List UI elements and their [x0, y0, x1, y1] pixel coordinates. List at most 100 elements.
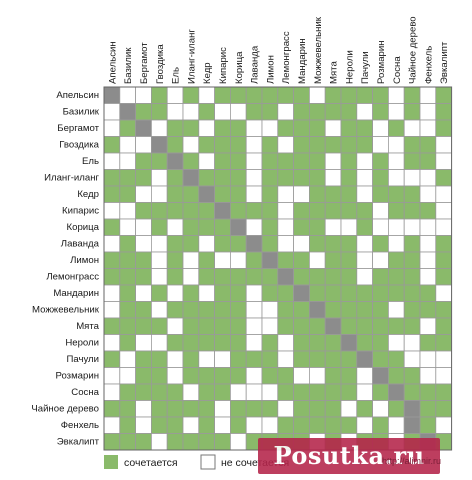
matrix-cell-not-compatible — [277, 218, 294, 236]
matrix-cell-compatible — [403, 284, 421, 302]
matrix-cell-compatible — [150, 86, 168, 104]
matrix-cell-self — [293, 284, 310, 302]
matrix-cell-compatible — [182, 152, 200, 170]
matrix-cell-compatible — [387, 317, 405, 335]
matrix-cell-not-compatible — [103, 334, 121, 352]
matrix-cell-not-compatible — [198, 284, 216, 302]
matrix-cell-not-compatible — [119, 152, 137, 170]
matrix-cell-not-compatible — [245, 185, 263, 203]
matrix-cell-compatible — [119, 301, 137, 319]
matrix-cell-compatible — [150, 317, 168, 335]
matrix-cell-compatible — [308, 119, 326, 137]
matrix-cell-compatible — [119, 119, 137, 137]
matrix-cell-compatible — [308, 169, 326, 187]
matrix-cell-compatible — [435, 301, 452, 319]
matrix-cell-not-compatible — [387, 86, 405, 104]
matrix-cell-compatible — [150, 367, 168, 385]
matrix-cell-compatible — [293, 301, 310, 319]
matrix-cell-compatible — [245, 103, 263, 121]
matrix-cell-self — [277, 268, 294, 286]
matrix-cell-compatible — [150, 103, 168, 121]
matrix-cell-compatible — [150, 218, 168, 236]
matrix-cell-not-compatible — [245, 218, 263, 236]
matrix-cell-compatible — [229, 317, 247, 335]
row-label: Нероли — [65, 338, 99, 349]
matrix-cell-compatible — [103, 433, 121, 451]
matrix-cell-compatible — [229, 301, 247, 319]
matrix-cell-compatible — [419, 152, 437, 170]
matrix-cell-not-compatible — [419, 268, 437, 286]
matrix-cell-compatible — [340, 251, 358, 269]
matrix-cell-compatible — [103, 136, 121, 154]
matrix-cell-compatible — [229, 350, 247, 368]
matrix-cell-not-compatible — [103, 367, 121, 385]
column-label: Кедр — [202, 62, 213, 84]
matrix-cell-not-compatible — [214, 416, 231, 434]
matrix-cell-not-compatible — [372, 119, 389, 137]
matrix-cell-compatible — [245, 86, 263, 104]
matrix-cell-compatible — [119, 433, 137, 451]
matrix-cell-self — [261, 251, 279, 269]
matrix-cell-not-compatible — [261, 383, 279, 401]
matrix-cell-compatible — [293, 86, 310, 104]
matrix-cell-not-compatible — [435, 416, 452, 434]
matrix-cell-not-compatible — [166, 218, 184, 236]
matrix-cell-not-compatible — [198, 86, 216, 104]
matrix-cell-compatible — [261, 284, 279, 302]
matrix-cell-not-compatible — [435, 152, 452, 170]
matrix-cell-not-compatible — [403, 218, 421, 236]
matrix-cell-compatible — [229, 152, 247, 170]
matrix-cell-compatible — [229, 119, 247, 137]
matrix-cell-not-compatible — [103, 119, 121, 137]
matrix-cell-compatible — [103, 400, 121, 418]
matrix-cell-compatible — [403, 185, 421, 203]
matrix-cell-not-compatible — [308, 251, 326, 269]
matrix-cell-compatible — [214, 301, 231, 319]
matrix-cell-not-compatible — [387, 152, 405, 170]
matrix-cell-compatible — [214, 334, 231, 352]
matrix-cell-not-compatible — [324, 169, 342, 187]
matrix-cell-not-compatible — [119, 218, 137, 236]
matrix-cell-not-compatible — [372, 400, 389, 418]
matrix-cell-compatible — [372, 416, 389, 434]
matrix-cell-not-compatible — [387, 169, 405, 187]
matrix-cell-not-compatible — [372, 136, 389, 154]
matrix-cell-compatible — [245, 268, 263, 286]
matrix-cell-not-compatible — [245, 301, 263, 319]
matrix-cell-not-compatible — [198, 350, 216, 368]
matrix-cell-compatible — [340, 268, 358, 286]
matrix-cell-not-compatible — [403, 119, 421, 137]
matrix-cell-compatible — [356, 218, 373, 236]
matrix-cell-compatible — [166, 251, 184, 269]
matrix-cell-compatible — [340, 383, 358, 401]
matrix-cell-compatible — [277, 284, 294, 302]
column-label: Базилик — [123, 47, 134, 84]
matrix-cell-compatible — [308, 416, 326, 434]
matrix-cell-not-compatible — [435, 367, 452, 385]
matrix-cell-not-compatible — [182, 251, 200, 269]
matrix-cell-compatible — [166, 433, 184, 451]
matrix-cell-not-compatible — [214, 400, 231, 418]
legend-compatible-swatch — [104, 455, 118, 469]
matrix-cell-not-compatible — [229, 433, 247, 451]
matrix-cell-compatible — [261, 235, 279, 253]
matrix-cell-compatible — [119, 235, 137, 253]
matrix-cell-not-compatible — [419, 367, 437, 385]
matrix-cell-compatible — [119, 317, 137, 335]
matrix-cell-not-compatible — [182, 136, 200, 154]
matrix-cell-not-compatible — [150, 334, 168, 352]
matrix-cell-compatible — [182, 218, 200, 236]
matrix-cell-compatible — [261, 152, 279, 170]
row-label: Ель — [82, 156, 99, 167]
matrix-cell-not-compatible — [119, 86, 137, 104]
matrix-cell-not-compatible — [419, 317, 437, 335]
matrix-cell-not-compatible — [435, 284, 452, 302]
matrix-cell-self — [403, 400, 421, 418]
matrix-cell-compatible — [403, 301, 421, 319]
matrix-cell-compatible — [198, 268, 216, 286]
matrix-cell-not-compatible — [229, 251, 247, 269]
matrix-cell-not-compatible — [277, 235, 294, 253]
matrix-cell-not-compatible — [198, 235, 216, 253]
column-label: Кипарис — [218, 47, 229, 84]
matrix-cell-compatible — [308, 185, 326, 203]
